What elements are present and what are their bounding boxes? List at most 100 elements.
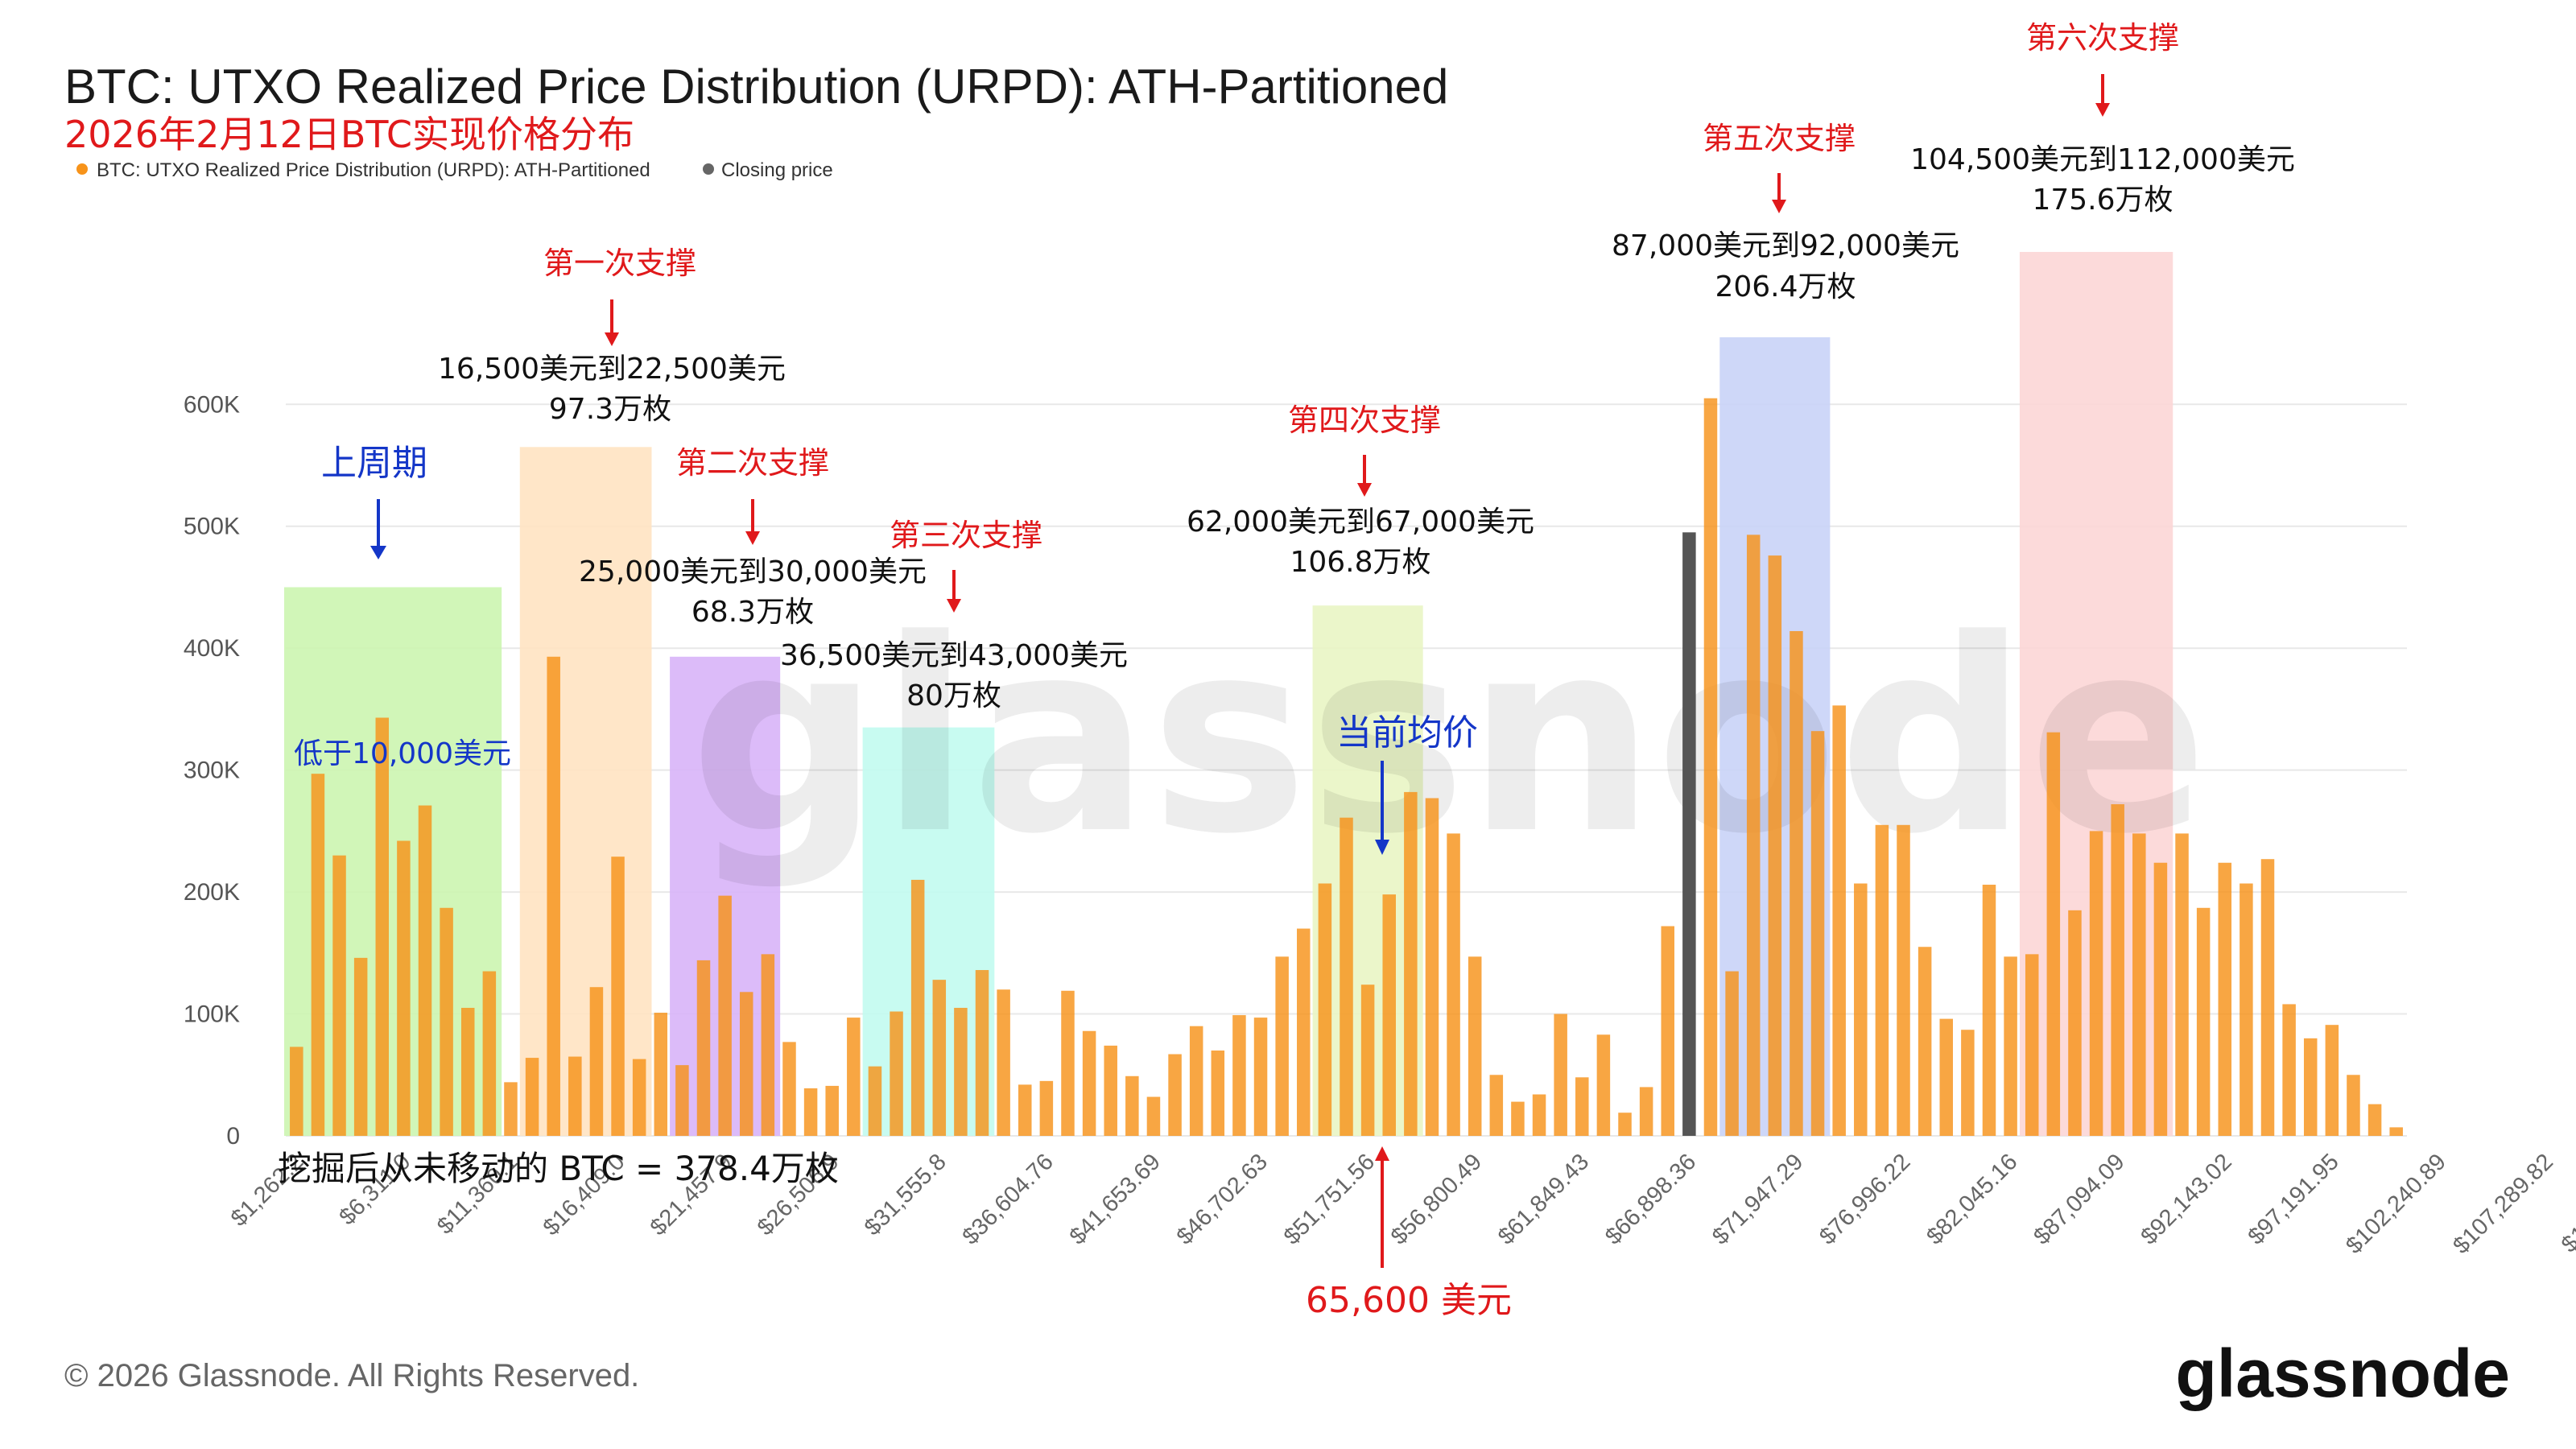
chart-subtitle: 2026年2月12日BTC实现价格分布 bbox=[64, 113, 634, 156]
urpd-bar bbox=[868, 1066, 882, 1136]
urpd-bar bbox=[1790, 630, 1803, 1136]
urpd-bar bbox=[761, 954, 775, 1136]
support6-amount: 175.6万枚 bbox=[2032, 184, 2173, 217]
urpd-bar bbox=[718, 895, 732, 1136]
urpd-bar bbox=[1340, 817, 1353, 1136]
urpd-bar bbox=[332, 855, 346, 1136]
urpd-bar bbox=[525, 1058, 539, 1136]
urpd-bar bbox=[1168, 1054, 1182, 1136]
urpd-bar bbox=[1897, 824, 1910, 1136]
support5-range: 87,000美元到92,000美元 bbox=[1612, 229, 1959, 262]
urpd-bar bbox=[1746, 535, 1761, 1136]
chart-title: BTC: UTXO Realized Price Distribution (U… bbox=[64, 60, 1448, 114]
urpd-bar bbox=[782, 1042, 796, 1136]
urpd-bar bbox=[418, 805, 432, 1136]
urpd-bar bbox=[1018, 1084, 1032, 1136]
urpd-bar bbox=[1532, 1094, 1546, 1136]
urpd-bar bbox=[2175, 833, 2189, 1136]
annotations: 上周期 低于10,000美元 第一次支撑 16,500美元到22,500美元 9… bbox=[278, 20, 2295, 1321]
y-tick-label: 600K bbox=[184, 391, 240, 418]
current-avg-arrowhead bbox=[1375, 840, 1389, 855]
urpd-bar bbox=[568, 1056, 582, 1136]
urpd-bar bbox=[2347, 1075, 2360, 1136]
legend-urpd-label: BTC: UTXO Realized Price Distribution (U… bbox=[97, 159, 650, 181]
urpd-bar bbox=[2025, 954, 2039, 1136]
urpd-bar bbox=[2046, 732, 2061, 1136]
urpd-bar bbox=[2240, 883, 2253, 1136]
urpd-bar bbox=[1146, 1096, 1161, 1136]
y-tick-label: 300K bbox=[184, 758, 240, 784]
urpd-bar bbox=[1832, 705, 1846, 1136]
urpd-bar bbox=[2218, 862, 2232, 1136]
support2-label: 第二次支撑 bbox=[676, 445, 829, 481]
urpd-bar bbox=[1703, 398, 1718, 1136]
y-tick-label: 0 bbox=[226, 1123, 240, 1150]
x-tick-label: $51,751.56 bbox=[1279, 1149, 1380, 1249]
support3-label: 第三次支撑 bbox=[890, 518, 1042, 553]
support3-arrowhead bbox=[947, 599, 961, 613]
urpd-bar bbox=[1061, 990, 1075, 1136]
y-tick-label: 100K bbox=[184, 1001, 240, 1028]
urpd-bar bbox=[440, 907, 453, 1136]
urpd-bar bbox=[654, 1013, 668, 1136]
current-avg-label: 当前均价 bbox=[1336, 712, 1478, 753]
closing-price-arrowhead bbox=[1375, 1146, 1389, 1161]
urpd-bar bbox=[803, 1088, 818, 1136]
urpd-bar bbox=[890, 1011, 903, 1136]
legend-urpd-marker bbox=[76, 163, 88, 175]
support3-range: 36,500美元到43,000美元 bbox=[780, 639, 1128, 672]
never-moved-label: 挖掘后从未移动的 BTC = 378.4万枚 bbox=[278, 1149, 839, 1188]
support2-range: 25,000美元到30,000美元 bbox=[579, 555, 927, 588]
urpd-bar bbox=[2153, 862, 2168, 1136]
x-tick-label: $66,898.36 bbox=[1600, 1149, 1701, 1249]
x-tick-label: $61,849.43 bbox=[1493, 1149, 1594, 1249]
urpd-bar bbox=[1404, 791, 1418, 1136]
support6-arrowhead bbox=[2095, 103, 2110, 117]
x-tick-label: $46,702.63 bbox=[1172, 1149, 1273, 1249]
urpd-bar bbox=[1639, 1087, 1653, 1136]
support1-range: 16,500美元到22,500美元 bbox=[438, 353, 786, 386]
urpd-bar bbox=[1725, 971, 1739, 1136]
urpd-bar bbox=[1082, 1030, 1096, 1136]
x-tick-label: $71,947.29 bbox=[1707, 1149, 1808, 1249]
urpd-bar bbox=[910, 879, 925, 1136]
urpd-bar bbox=[2196, 907, 2211, 1136]
urpd-bar bbox=[847, 1018, 861, 1136]
urpd-bar bbox=[2368, 1104, 2382, 1136]
x-tick-label: $56,800.49 bbox=[1386, 1149, 1487, 1249]
urpd-bar bbox=[825, 1085, 839, 1136]
x-tick-label: $107,289.82 bbox=[2448, 1149, 2558, 1259]
urpd-bar bbox=[1318, 883, 1332, 1136]
legend-closing-label: Closing price bbox=[721, 159, 833, 181]
urpd-bar bbox=[997, 989, 1010, 1136]
prev-cycle-arrowhead bbox=[370, 546, 386, 559]
urpd-bar bbox=[1360, 985, 1375, 1136]
support1-arrowhead bbox=[605, 332, 619, 346]
urpd-bar bbox=[1618, 1113, 1632, 1136]
support5-arrowhead bbox=[1772, 200, 1786, 213]
support1-amount: 97.3万枚 bbox=[549, 393, 671, 426]
support4-amount: 106.8万枚 bbox=[1290, 546, 1430, 579]
urpd-bar bbox=[1468, 956, 1482, 1136]
urpd-bar bbox=[2260, 859, 2275, 1136]
x-tick-label: $102,240.89 bbox=[2341, 1149, 2451, 1259]
x-tick-label: $82,045.16 bbox=[1922, 1149, 2022, 1249]
urpd-bar bbox=[2325, 1025, 2339, 1136]
support4-arrowhead bbox=[1357, 483, 1372, 497]
urpd-bar bbox=[1189, 1026, 1203, 1136]
urpd-bar bbox=[2303, 1038, 2318, 1136]
bars bbox=[290, 398, 2403, 1136]
urpd-bar bbox=[1961, 1030, 1975, 1136]
x-tick-label: $36,604.76 bbox=[958, 1149, 1059, 1249]
urpd-bar bbox=[1768, 555, 1782, 1136]
urpd-bar bbox=[1297, 928, 1311, 1136]
urpd-bar bbox=[632, 1059, 646, 1136]
urpd-bar bbox=[1425, 798, 1439, 1136]
x-tick-label: $76,996.22 bbox=[1814, 1149, 1915, 1249]
support6-range: 104,500美元到112,000美元 bbox=[1910, 143, 2295, 176]
urpd-bar bbox=[1104, 1045, 1117, 1136]
x-tick-label: $87,094.09 bbox=[2029, 1149, 2129, 1249]
urpd-bar bbox=[1575, 1077, 1589, 1136]
urpd-bar bbox=[1232, 1015, 1246, 1136]
urpd-bar bbox=[2282, 1004, 2296, 1136]
